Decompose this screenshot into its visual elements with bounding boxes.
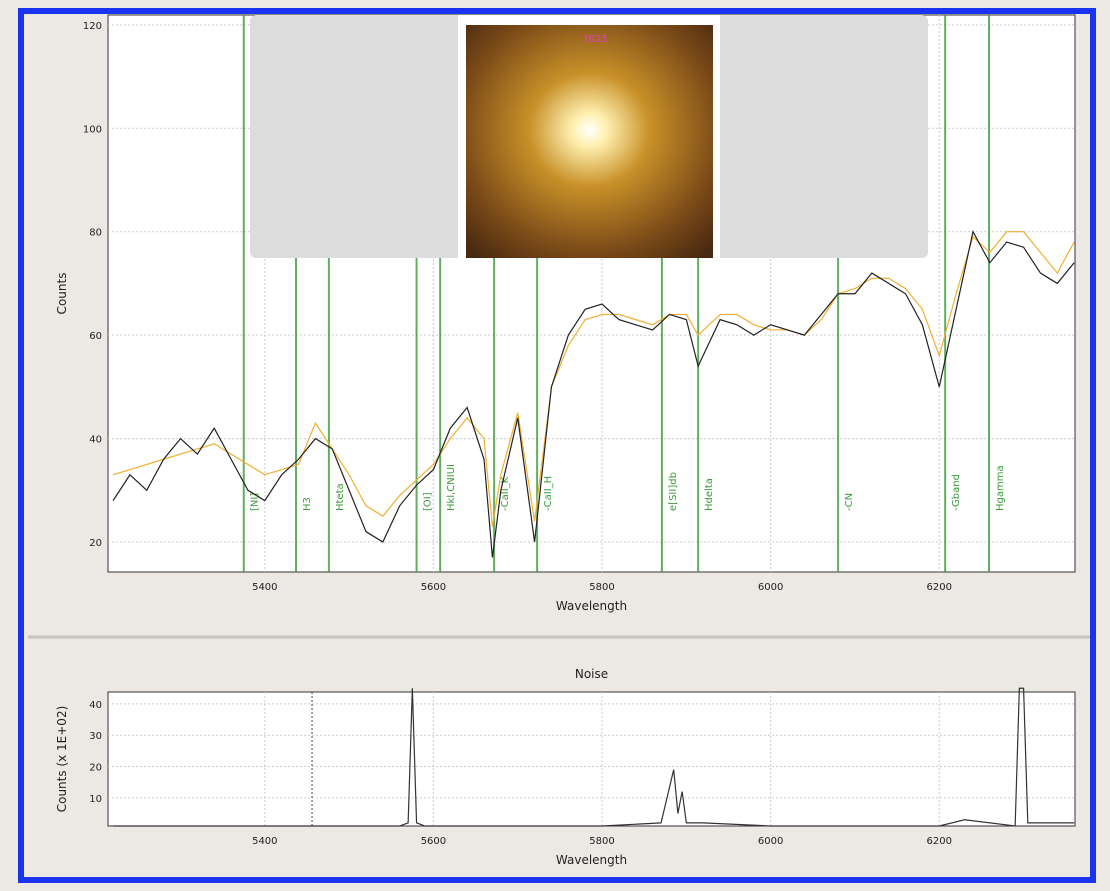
y-tick-label: 30 <box>89 731 102 742</box>
spectral-line-label: H3 <box>302 497 313 511</box>
y-tick-label: 40 <box>89 435 102 446</box>
y-tick-label: 80 <box>89 228 102 239</box>
x-tick-label: 6000 <box>758 836 783 847</box>
spectral-line-label: [OI] <box>423 492 434 511</box>
y-axis-label: Counts <box>55 273 69 315</box>
galaxy-image[interactable] <box>466 25 713 258</box>
spectral-line-label: -CN <box>844 493 855 511</box>
spectral-line-label: -Gband <box>951 474 962 511</box>
x-tick-label: 5400 <box>252 836 277 847</box>
x-tick-label: 5400 <box>252 582 277 593</box>
plot-area <box>108 692 1075 826</box>
screen: 5400560058006000620020406080100120[NI]H3… <box>0 0 1110 887</box>
x-tick-label: 5800 <box>589 836 614 847</box>
y-tick-label: 120 <box>83 21 102 32</box>
spectral-line-label: Hkl,CNIUI <box>446 464 457 511</box>
thumbnail-label: 7621 <box>582 34 607 45</box>
x-tick-label: 6200 <box>927 836 952 847</box>
spectral-line-label: -CaII_H <box>543 476 554 511</box>
chart-title: Noise <box>575 667 608 681</box>
x-axis-label: Wavelength <box>556 853 627 867</box>
spectral-line-label: Hdelta <box>704 478 715 511</box>
y-tick-label: 10 <box>89 794 102 805</box>
spectral-line-label: Hteta <box>335 483 346 511</box>
y-tick-label: 60 <box>89 331 102 342</box>
y-tick-label: 20 <box>89 538 102 549</box>
thumbnail-popup: 7621 <box>250 15 928 258</box>
x-tick-label: 5600 <box>421 582 446 593</box>
x-tick-label: 6000 <box>758 582 783 593</box>
x-tick-label: 5800 <box>589 582 614 593</box>
y-tick-label: 40 <box>89 700 102 711</box>
x-tick-label: 5600 <box>421 836 446 847</box>
spectral-line-label: Hgamma <box>995 465 1006 511</box>
y-tick-label: 20 <box>89 763 102 774</box>
y-tick-label: 100 <box>83 124 102 135</box>
x-tick-label: 6200 <box>927 582 952 593</box>
y-axis-label: Counts (x 1E+02) <box>55 706 69 813</box>
spectral-line-label: -CaII_K <box>500 476 511 511</box>
x-axis-label: Wavelength <box>556 599 627 613</box>
spectral-line-label: e[SII]db <box>668 472 679 511</box>
